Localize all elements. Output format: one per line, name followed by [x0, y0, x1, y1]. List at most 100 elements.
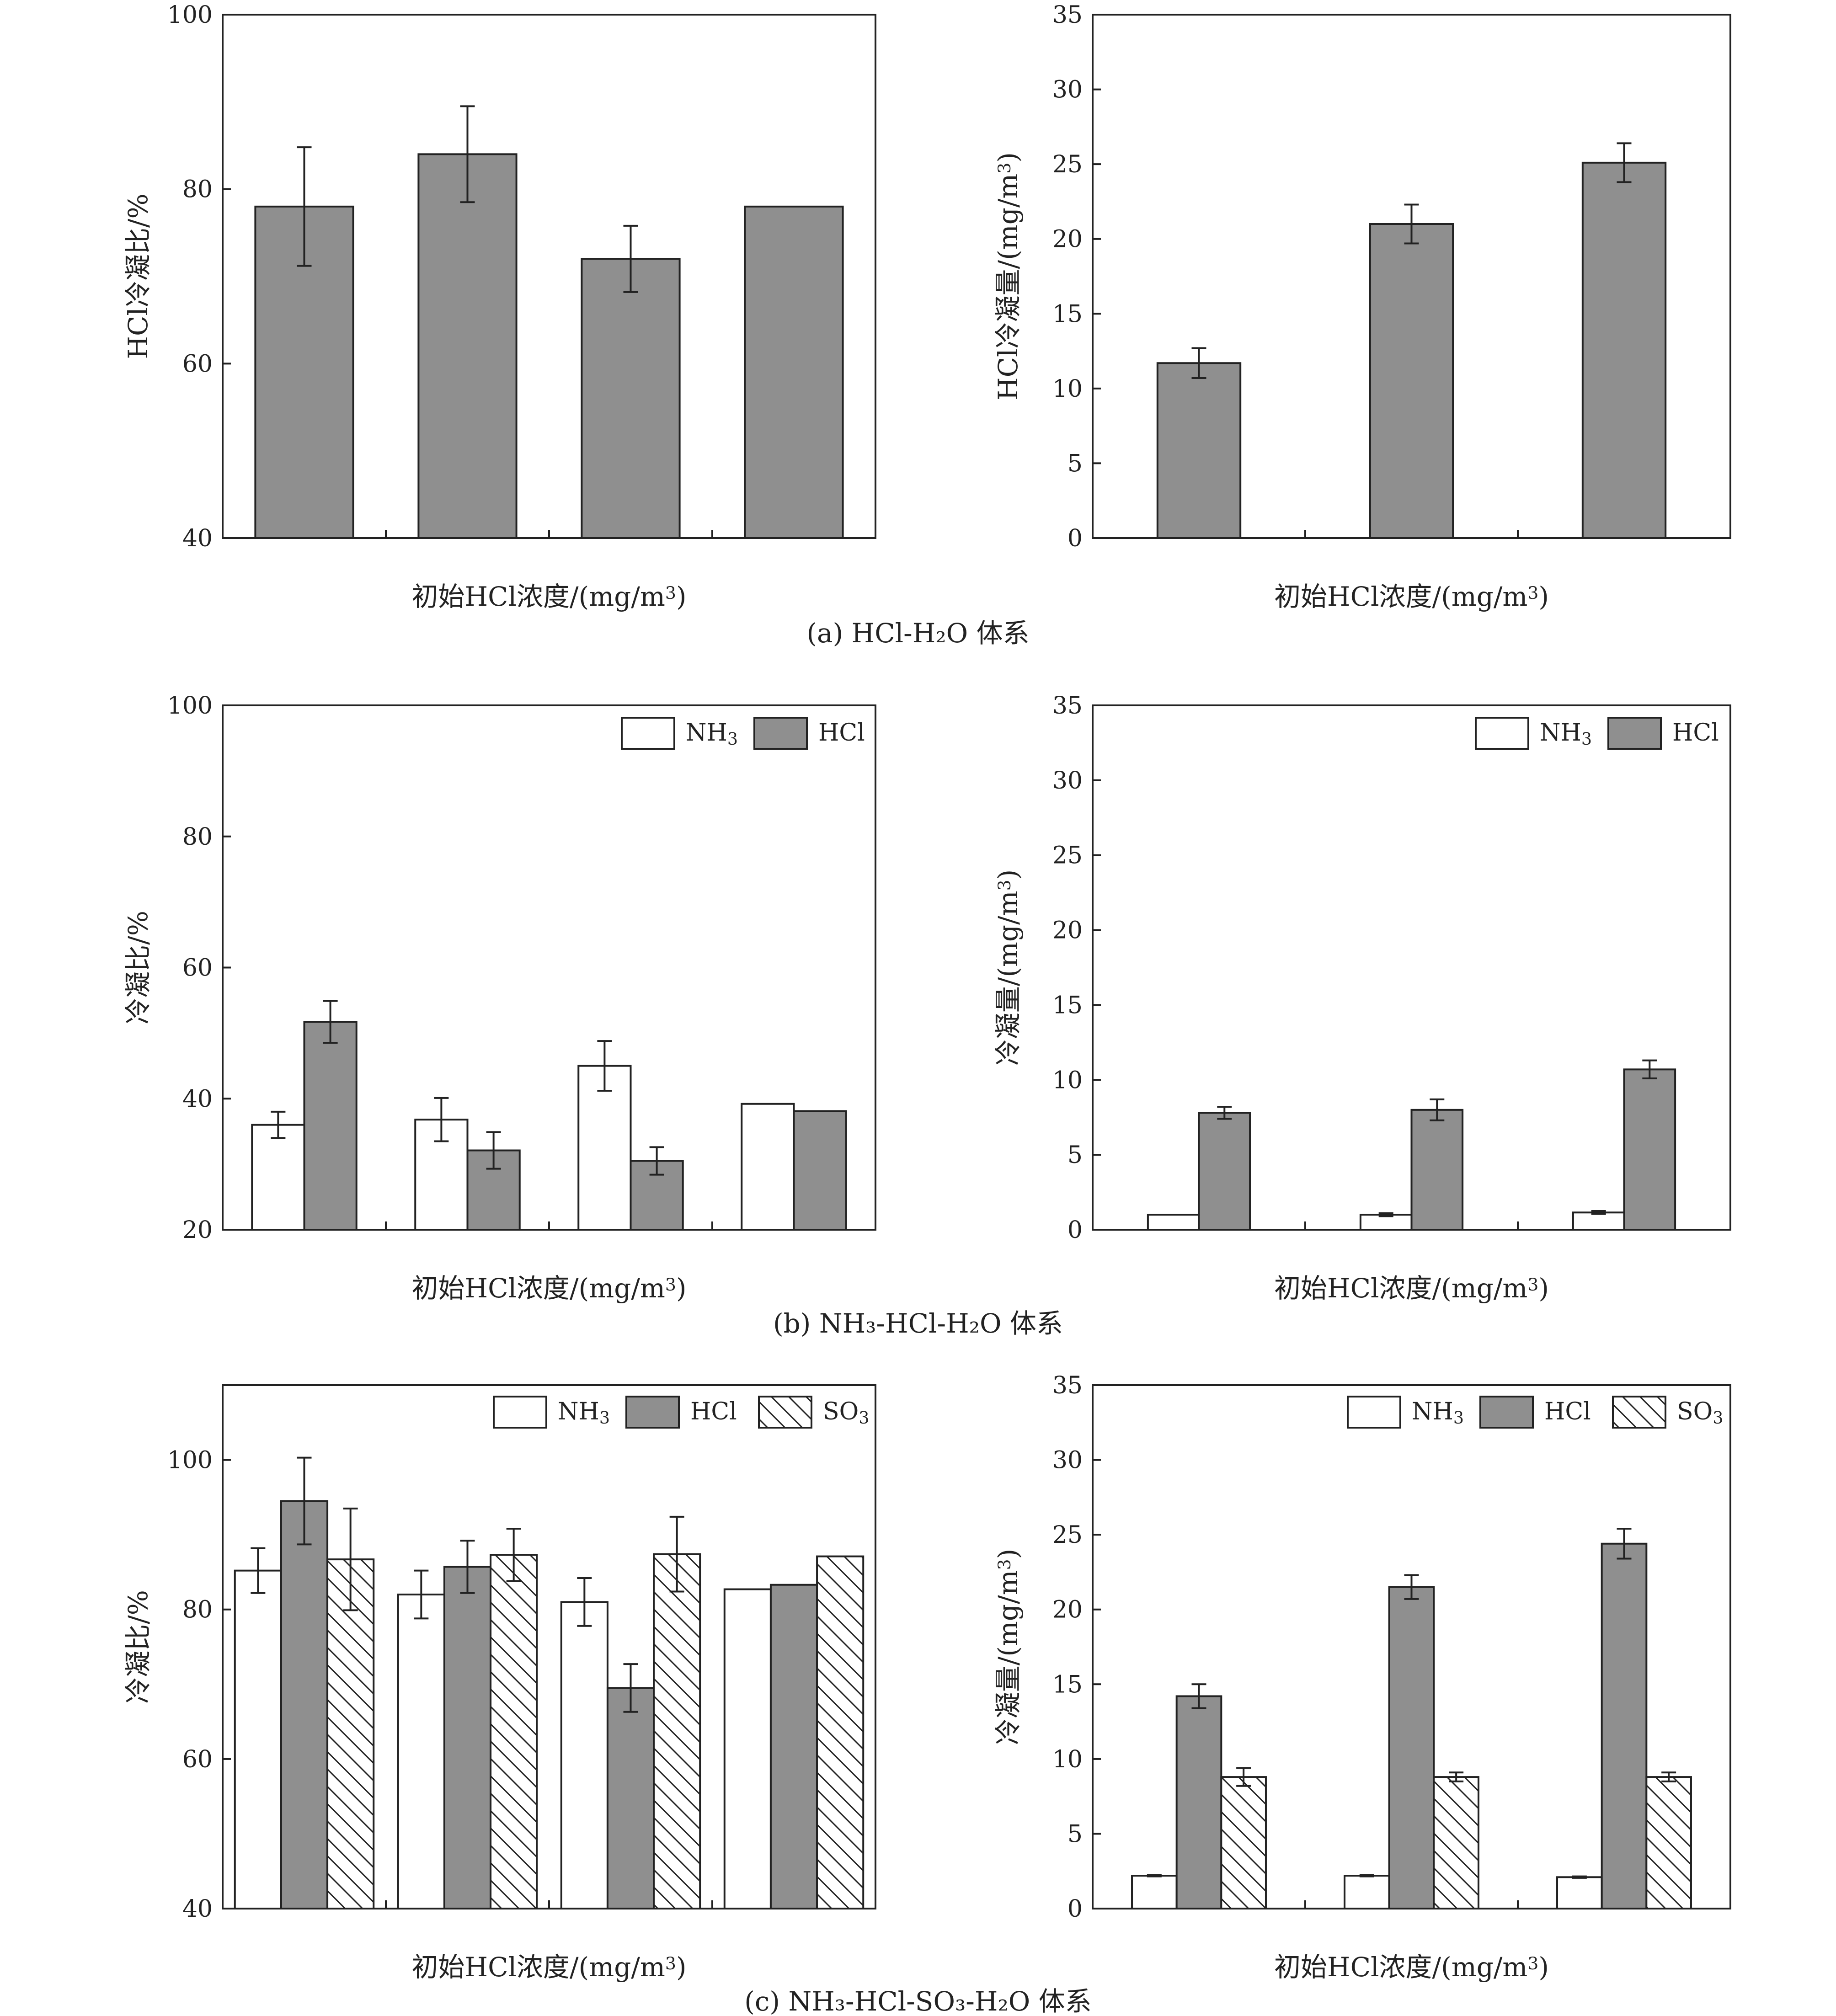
bar-hcl — [303, 1021, 358, 1231]
y-tick-label: 60 — [182, 955, 213, 982]
bar-hcl — [1198, 1112, 1251, 1231]
caption-a: (a) HCl-H₂O 体系 — [806, 618, 1029, 649]
bar-hcl — [443, 1566, 492, 1909]
bar-so3 — [816, 1555, 865, 1910]
bar-nh3 — [741, 1103, 795, 1231]
y-tick-label: 60 — [182, 350, 213, 378]
legend-swatch-so3 — [1612, 1396, 1666, 1429]
chart-c-right: 0 5 10 15 20 25 30 35 初始HCl浓度/(mg/m3) 冷凝量/(mg/m3)… — [993, 1372, 1731, 1983]
y-tick-label: 10 — [1052, 1067, 1083, 1094]
x-axis-title: 初始HCl浓度/(mg/m3) — [412, 1273, 687, 1304]
y-axis-title: 冷凝量/(mg/m3) — [993, 869, 1024, 1066]
bar-hcl — [581, 258, 681, 539]
chart-a-left: 40 60 80 100 初始HCl浓度/(mg/m3) HCl冷凝比/% — [123, 1, 876, 612]
bar-nh3 — [397, 1594, 445, 1909]
bar-hcl — [769, 1584, 818, 1909]
y-tick-label: 80 — [182, 176, 213, 203]
bar-so3 — [653, 1553, 701, 1909]
y-axis-title: 冷凝比/% — [123, 1590, 154, 1704]
bar-nh3 — [723, 1588, 772, 1910]
y-axis-title: HCl冷凝量/(mg/m3) — [993, 152, 1024, 400]
x-axis-title: 初始HCl浓度/(mg/m3) — [1274, 581, 1549, 612]
x-axis-title: 初始HCl浓度/(mg/m3) — [412, 581, 687, 612]
legend-label: HCl — [1544, 1398, 1591, 1425]
y-tick-label: 80 — [182, 1596, 213, 1624]
caption-c: (c) NH₃-HCl-SO₃-H₂O 体系 — [744, 1986, 1091, 2016]
y-tick-label: 40 — [182, 1085, 213, 1113]
bar-hcl — [1156, 362, 1242, 539]
bar-hcl — [1175, 1695, 1222, 1909]
y-axis-title: 冷凝量/(mg/m3) — [993, 1549, 1024, 1745]
y-tick-label: 40 — [182, 525, 213, 552]
legend-swatch-nh3 — [493, 1396, 547, 1429]
chart-b-left: 20 40 60 80 100 初始HCl浓度/(mg/m3) 冷凝比/% NH3 HCl — [123, 692, 876, 1304]
bar-nh3 — [1344, 1875, 1390, 1910]
legend-swatch-hcl — [1479, 1396, 1534, 1429]
legend-label: SO3 — [823, 1398, 869, 1428]
y-tick-label: 35 — [1052, 1372, 1083, 1399]
y-tick-label: 100 — [167, 1, 213, 29]
y-tick-label: 0 — [1067, 1216, 1083, 1244]
bar-nh3 — [1572, 1211, 1625, 1231]
bar-hcl — [1623, 1068, 1676, 1231]
legend-swatch-nh3 — [1475, 717, 1529, 750]
y-tick-label: 15 — [1052, 1671, 1083, 1698]
bar-hcl — [280, 1500, 329, 1909]
bar-hcl — [1601, 1542, 1648, 1910]
bar-hcl — [1369, 223, 1454, 539]
y-tick-label: 25 — [1052, 151, 1083, 178]
x-axis-title: 初始HCl浓度/(mg/m3) — [1274, 1273, 1549, 1304]
legend-label: SO3 — [1677, 1398, 1723, 1428]
legend-swatch-nh3 — [1347, 1396, 1401, 1429]
legend-label: NH3 — [686, 719, 738, 749]
y-tick-label: 5 — [1067, 450, 1083, 477]
bar-nh3 — [1556, 1876, 1603, 1909]
legend-swatch-hcl — [753, 717, 808, 750]
bar-hcl — [606, 1687, 655, 1910]
bar-hcl — [1410, 1109, 1464, 1231]
y-tick-label: 40 — [182, 1895, 213, 1923]
bar-nh3 — [1131, 1875, 1178, 1910]
legend-label: HCl — [1672, 719, 1719, 747]
y-tick-label: 20 — [1052, 1596, 1083, 1624]
legend-label: NH3 — [1540, 719, 1592, 749]
bar-so3 — [1433, 1776, 1479, 1909]
bar-nh3 — [251, 1124, 305, 1231]
bar-so3 — [1220, 1776, 1267, 1909]
y-tick-label: 30 — [1052, 1447, 1083, 1474]
y-tick-label: 10 — [1052, 375, 1083, 403]
legend-label: HCl — [818, 719, 865, 747]
y-tick-label: 20 — [1052, 917, 1083, 944]
bar-hcl — [1581, 161, 1667, 539]
y-tick-label: 100 — [167, 692, 213, 720]
bar-nh3 — [1147, 1214, 1200, 1231]
legend-label: HCl — [690, 1398, 737, 1425]
bar-nh3 — [577, 1065, 632, 1231]
y-tick-label: 60 — [182, 1746, 213, 1773]
y-tick-label: 30 — [1052, 76, 1083, 104]
y-tick-label: 5 — [1067, 1820, 1083, 1848]
y-tick-label: 100 — [167, 1447, 213, 1474]
y-tick-label: 35 — [1052, 692, 1083, 720]
caption-b: (b) NH₃-HCl-H₂O 体系 — [773, 1308, 1063, 1339]
y-tick-label: 35 — [1052, 1, 1083, 29]
y-tick-label: 0 — [1067, 1895, 1083, 1923]
legend-swatch-so3 — [758, 1396, 812, 1429]
y-tick-label: 10 — [1052, 1746, 1083, 1773]
legend-swatch-hcl — [1607, 717, 1662, 750]
bar-so3 — [326, 1558, 375, 1909]
bar-hcl — [793, 1110, 847, 1231]
legend-swatch-nh3 — [621, 717, 675, 750]
legend-swatch-hcl — [625, 1396, 680, 1429]
y-axis-title: 冷凝比/% — [123, 911, 154, 1024]
bar-hcl — [744, 205, 844, 539]
y-tick-label: 15 — [1052, 300, 1083, 328]
chart-a-right: 0 5 10 15 20 25 30 35 初始HCl浓度/(mg/m3) HCl冷凝量/(mg/… — [993, 1, 1731, 612]
legend-label: NH3 — [1412, 1398, 1464, 1428]
chart-b-right: 0 5 10 15 20 25 30 35 初始HCl浓度/(mg/m3) 冷凝量/(mg/m3)… — [993, 692, 1731, 1304]
y-tick-label: 30 — [1052, 767, 1083, 795]
y-tick-label: 80 — [182, 823, 213, 851]
bar-hcl — [1388, 1586, 1435, 1909]
bar-nh3 — [234, 1569, 282, 1910]
